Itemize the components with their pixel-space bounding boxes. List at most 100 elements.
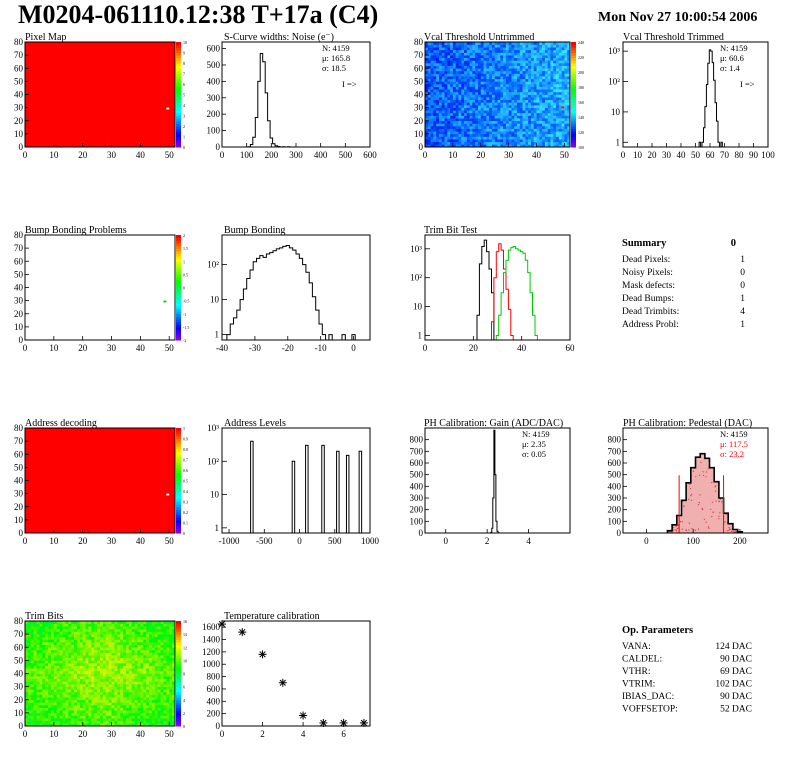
heatmap-cell — [514, 57, 518, 61]
heatmap-cell — [517, 97, 521, 101]
colorbar-cell — [176, 274, 181, 278]
y-tick-label: 20 — [14, 116, 24, 126]
heatmap-cell — [157, 705, 161, 708]
heatmap-cell — [154, 636, 158, 640]
heatmap-cell — [480, 60, 484, 64]
heatmap-cell — [128, 686, 133, 690]
heatmap-cell — [79, 665, 83, 669]
heatmap-cell — [149, 723, 153, 727]
heatmap-cell — [42, 712, 46, 716]
heatmap-cell — [111, 628, 115, 632]
heatmap-cell — [56, 631, 60, 635]
pedestal-dot — [724, 521, 726, 523]
heatmap-cell — [525, 141, 529, 145]
heatmap-cell — [172, 660, 176, 664]
heatmap-cell — [522, 97, 526, 101]
heatmap-cell — [120, 642, 124, 645]
pedestal-dot — [703, 518, 706, 520]
heatmap-cell — [85, 668, 89, 672]
heatmap-cell — [56, 657, 60, 661]
heatmap-cell — [91, 678, 95, 682]
heatmap-cell — [511, 133, 515, 137]
y-tick-label: 10 — [414, 129, 424, 139]
heatmap-cell — [42, 647, 46, 651]
heatmap-cell — [477, 120, 482, 124]
heatmap-cell — [556, 102, 560, 106]
heatmap-cell — [438, 118, 443, 122]
heatmap-cell — [450, 65, 454, 69]
heatmap-cell — [172, 707, 176, 711]
heatmap-cell — [558, 144, 562, 148]
heatmap-cell — [172, 636, 176, 640]
heatmap-cell — [163, 684, 167, 687]
heatmap-cell — [533, 120, 537, 124]
heatmap-cell — [508, 102, 512, 106]
heatmap-cell — [480, 110, 484, 114]
heatmap-cell — [477, 63, 482, 66]
heatmap-cell — [25, 684, 29, 687]
heatmap-cell — [556, 94, 560, 98]
heatmap-cell — [450, 136, 454, 140]
x-tick-label: 0 — [423, 150, 428, 160]
heatmap-cell — [536, 126, 540, 129]
heatmap-cell — [497, 81, 501, 85]
heatmap-cell — [108, 670, 112, 674]
heatmap-cell — [62, 642, 66, 645]
heatmap-cell — [553, 110, 557, 114]
heatmap-cell — [430, 99, 434, 103]
heatmap-cell — [120, 715, 124, 719]
heatmap-cell — [564, 120, 568, 124]
heatmap-cell — [517, 84, 521, 87]
heatmap-cell — [567, 144, 571, 148]
heatmap-cell — [149, 647, 153, 651]
heatmap-cell — [472, 141, 476, 145]
heatmap-cell — [56, 660, 60, 664]
heatmap-cell — [94, 663, 98, 666]
heatmap-cell — [525, 112, 529, 116]
colorbar-cell — [571, 126, 576, 130]
heatmap-cell — [91, 702, 95, 706]
heatmap-cell — [447, 63, 451, 66]
heatmap-cell — [105, 644, 109, 648]
heatmap-cell — [79, 636, 83, 640]
heatmap-cell — [172, 631, 176, 635]
heatmap-cell — [62, 723, 66, 727]
heatmap-cell — [79, 623, 83, 627]
heatmap-cell — [151, 655, 156, 659]
y-tick-label: 70 — [14, 436, 24, 446]
heatmap-cell — [146, 657, 150, 661]
heatmap-cell — [561, 97, 565, 101]
heatmap-cell — [514, 126, 518, 129]
pedestal-dot — [677, 524, 679, 527]
heatmap-cell — [79, 652, 83, 656]
heatmap-cell — [36, 681, 40, 685]
heatmap-cell — [425, 76, 429, 80]
colorbar-cell — [176, 334, 181, 338]
heatmap-cell — [45, 644, 49, 648]
heatmap-cell — [169, 660, 173, 664]
heatmap-cell — [483, 68, 487, 72]
heatmap-cell — [114, 678, 118, 682]
heatmap-cell — [163, 678, 167, 682]
heatmap-cell — [427, 49, 431, 53]
heatmap-cell — [100, 663, 104, 666]
heatmap-cell — [477, 123, 482, 127]
colorbar-cell — [571, 133, 576, 137]
heatmap-cell — [525, 89, 529, 93]
heatmap-cell — [500, 97, 504, 101]
heatmap-cell — [74, 702, 78, 706]
y-tick-label: 100 — [410, 516, 424, 526]
heatmap-cell — [33, 628, 37, 632]
colorbar-label: -1.5 — [183, 325, 189, 330]
heatmap-cell — [494, 91, 498, 95]
heatmap-cell — [71, 702, 75, 706]
heatmap-cell — [558, 81, 562, 85]
heatmap-cell — [491, 84, 496, 87]
heatmap-cell — [533, 107, 537, 111]
heatmap-cell — [128, 676, 133, 680]
heatmap-cell — [111, 670, 115, 674]
heatmap-cell — [433, 81, 437, 85]
heatmap-cell — [519, 44, 523, 48]
heatmap-cell — [74, 718, 78, 722]
